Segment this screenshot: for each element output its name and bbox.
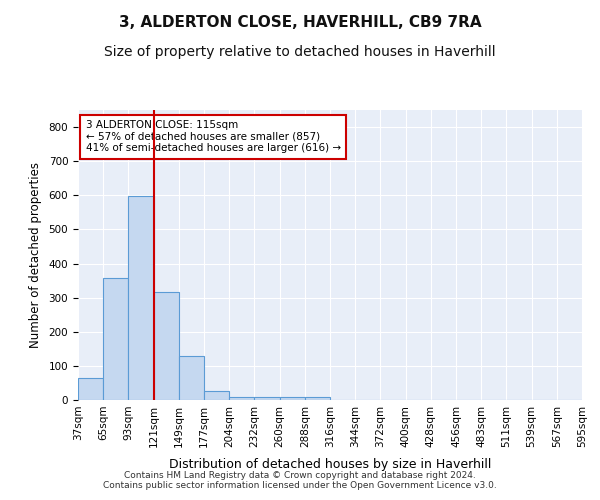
X-axis label: Distribution of detached houses by size in Haverhill: Distribution of detached houses by size …: [169, 458, 491, 471]
Y-axis label: Number of detached properties: Number of detached properties: [29, 162, 42, 348]
Text: 3, ALDERTON CLOSE, HAVERHILL, CB9 7RA: 3, ALDERTON CLOSE, HAVERHILL, CB9 7RA: [119, 15, 481, 30]
Text: Size of property relative to detached houses in Haverhill: Size of property relative to detached ho…: [104, 45, 496, 59]
Bar: [254, 398, 280, 400]
Bar: [204, 392, 229, 400]
Bar: [78, 378, 103, 400]
Bar: [305, 396, 330, 400]
Bar: [154, 292, 179, 400]
Text: Contains HM Land Registry data © Crown copyright and database right 2024.
Contai: Contains HM Land Registry data © Crown c…: [103, 470, 497, 490]
Bar: [280, 398, 305, 400]
Bar: [229, 396, 254, 400]
Bar: [103, 278, 128, 400]
Bar: [179, 356, 204, 400]
Text: 3 ALDERTON CLOSE: 115sqm
← 57% of detached houses are smaller (857)
41% of semi-: 3 ALDERTON CLOSE: 115sqm ← 57% of detach…: [86, 120, 341, 154]
Bar: [128, 196, 154, 400]
